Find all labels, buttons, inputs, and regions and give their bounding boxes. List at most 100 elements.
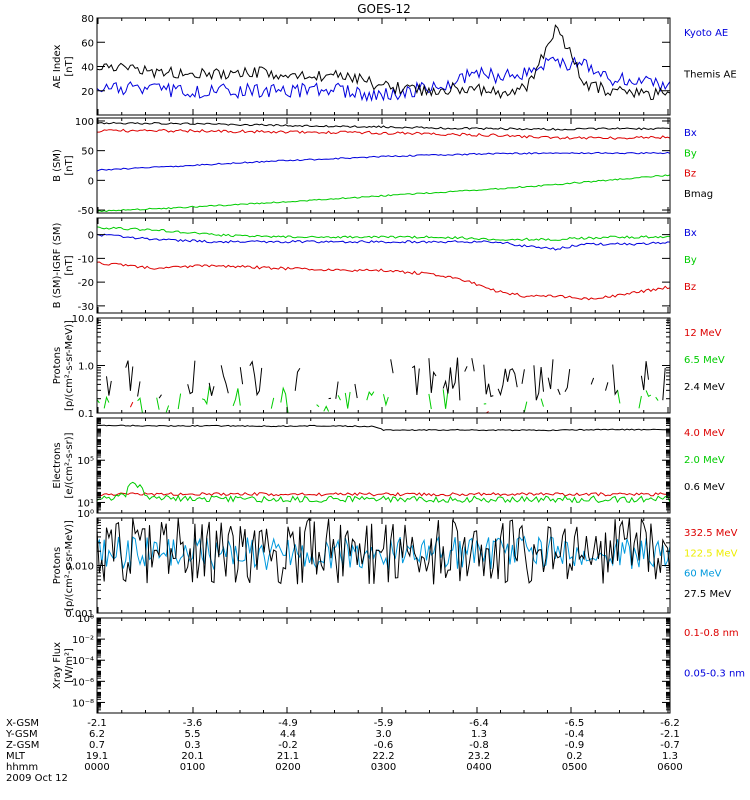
- footer-cell: 0000: [84, 762, 109, 773]
- series-4-0-mev-line: [97, 491, 670, 497]
- footer-cell: 0.2: [567, 751, 583, 762]
- footer-cell: 0.3: [185, 740, 201, 751]
- series-2-4-mev-line: [106, 357, 666, 401]
- y-tick-label: 10⁻⁶: [72, 677, 94, 688]
- legend-entry: Themis AE: [683, 70, 737, 81]
- y-tick-label: 10⁰: [77, 509, 94, 520]
- series-bz-line: [97, 261, 670, 301]
- footer-cell: 3.0: [376, 729, 392, 740]
- y-axis-unit: [e/(cm²-s-sr)]: [64, 432, 75, 498]
- legend-entry: By: [684, 148, 697, 159]
- footer-cell: -5.9: [374, 718, 394, 729]
- footer-cell: 6.2: [89, 729, 105, 740]
- legend-entry: 2.0 MeV: [684, 455, 725, 466]
- y-axis-unit: [nT]: [64, 56, 75, 76]
- footer-cell: -0.8: [469, 740, 489, 751]
- series-bz-line: [97, 128, 670, 140]
- footer-cell: 0100: [180, 762, 205, 773]
- legend-entry: Kyoto AE: [684, 28, 728, 39]
- y-tick-label: -20: [78, 278, 94, 289]
- legend-entry: 60 MeV: [684, 569, 722, 580]
- footer-cell: -4.9: [278, 718, 298, 729]
- footer-cell: -6.4: [469, 718, 489, 729]
- legend-entry: 12 MeV: [684, 328, 722, 339]
- panel-frame: [96, 317, 671, 414]
- y-tick-label: -10: [78, 254, 94, 265]
- footer-cell: 1.3: [471, 729, 487, 740]
- y-axis-label: AE Index: [52, 44, 63, 88]
- legend-entry: 332.5 MeV: [684, 528, 738, 539]
- legend-entry: Bx: [684, 228, 697, 239]
- footer-cell: -6.2: [660, 718, 680, 729]
- y-tick-label: 10⁻⁴: [72, 656, 94, 667]
- y-axis-unit: [nT]: [64, 155, 75, 175]
- panel-frame: [96, 617, 671, 714]
- y-axis-label: B (SM): [52, 149, 63, 182]
- legend-entry: 0.05-0.3 nm: [684, 669, 745, 680]
- footer-cell: 4.4: [280, 729, 296, 740]
- footer-cell: 0600: [657, 762, 682, 773]
- series-by-line: [97, 174, 670, 213]
- panel-xray: 10⁰ 10⁻² 10⁻⁴ 10⁻⁶ 10⁻⁸ Xray Flux [W/m²] 0.1-0.…: [52, 614, 745, 714]
- footer-cell: 0.7: [89, 740, 105, 751]
- footer-cell: 0200: [275, 762, 300, 773]
- y-axis-label: Protons: [52, 347, 63, 384]
- y-axis-label: Electrons: [52, 442, 63, 488]
- legend-entry: Bz: [684, 169, 696, 180]
- y-tick-label: -30: [78, 302, 94, 313]
- panel-frame: [96, 117, 671, 214]
- footer-cell: -2.1: [87, 718, 107, 729]
- footer-cell: 0400: [466, 762, 491, 773]
- legend-entry: 0.1-0.8 nm: [684, 628, 739, 639]
- y-tick-label: 10.0: [72, 314, 94, 325]
- y-tick-label: 80: [81, 14, 94, 25]
- y-axis-label: Xray Flux: [52, 642, 63, 689]
- footer-row-label: MLT: [6, 751, 26, 762]
- footer-cell: -3.6: [183, 718, 203, 729]
- footer-cell: -0.2: [278, 740, 298, 751]
- y-tick-label: 50: [81, 147, 94, 158]
- footer-cell: 20.1: [181, 751, 203, 762]
- y-tick-label: 10⁻⁸: [72, 698, 94, 709]
- y-axis-label: B (SM)-IGRF (SM): [52, 223, 63, 309]
- chart-title: GOES-12: [357, 2, 411, 16]
- footer-cell: -2.1: [660, 729, 680, 740]
- y-tick-label: 20: [81, 87, 94, 98]
- series-0-6-mev-line: [97, 424, 670, 432]
- footer-cell: -0.6: [374, 740, 394, 751]
- footer-cell: 1.3: [662, 751, 678, 762]
- y-tick-label: 0: [88, 176, 94, 187]
- series-bx-line: [97, 151, 670, 172]
- panel-bdiff: 0 -10 -20 -30 B (SM)-IGRF (SM) [nT] Bx By Bz: [52, 217, 697, 314]
- panel-ae: 80 60 40 20 AE Index [nT] Kyoto AE Themis AE: [52, 14, 737, 116]
- series-bmag-line: [97, 121, 670, 131]
- y-tick-label: 0.1: [78, 409, 94, 420]
- panel-bsm: 100 50 0 -50 B (SM) [nT] Bx By Bz Bmag: [52, 117, 713, 217]
- footer-cell: -0.4: [565, 729, 585, 740]
- series-themis-ae-line: [97, 24, 670, 101]
- panel-protons: 10.0 1.0 0.1 Protons [p/(cm²-s-sr-MeV)] 12 Me…: [52, 314, 725, 420]
- series-60-mev-line: [97, 535, 670, 570]
- y-tick-label: 10⁵: [77, 456, 94, 467]
- legend-entry: 27.5 MeV: [684, 589, 731, 600]
- footer-row-label: X-GSM: [6, 718, 39, 729]
- footer-date: 2009 Oct 12: [6, 773, 68, 784]
- y-tick-label: -50: [78, 206, 94, 217]
- legend-entry: Bz: [684, 282, 696, 293]
- legend-entry: Bx: [684, 128, 697, 139]
- series-bx-line: [97, 233, 670, 251]
- legend-entry: Bmag: [684, 189, 713, 200]
- y-tick-label: 10⁰: [77, 614, 94, 625]
- footer-row-label: Y-GSM: [5, 729, 38, 740]
- series-12-mev-line: [130, 402, 667, 413]
- footer-cell: 0500: [562, 762, 587, 773]
- footer-cell: -6.5: [565, 718, 585, 729]
- y-tick-label: 0.001: [65, 609, 94, 620]
- footer-cell: 22.2: [372, 751, 394, 762]
- series-kyoto-ae-line: [97, 56, 670, 103]
- panel-hprotons: 0.010 0.001 Protons [p/(cm²-s-sr-MeV)] 332.5…: [52, 517, 738, 620]
- y-tick-label: 100: [75, 117, 94, 128]
- y-tick-label: 40: [81, 63, 94, 74]
